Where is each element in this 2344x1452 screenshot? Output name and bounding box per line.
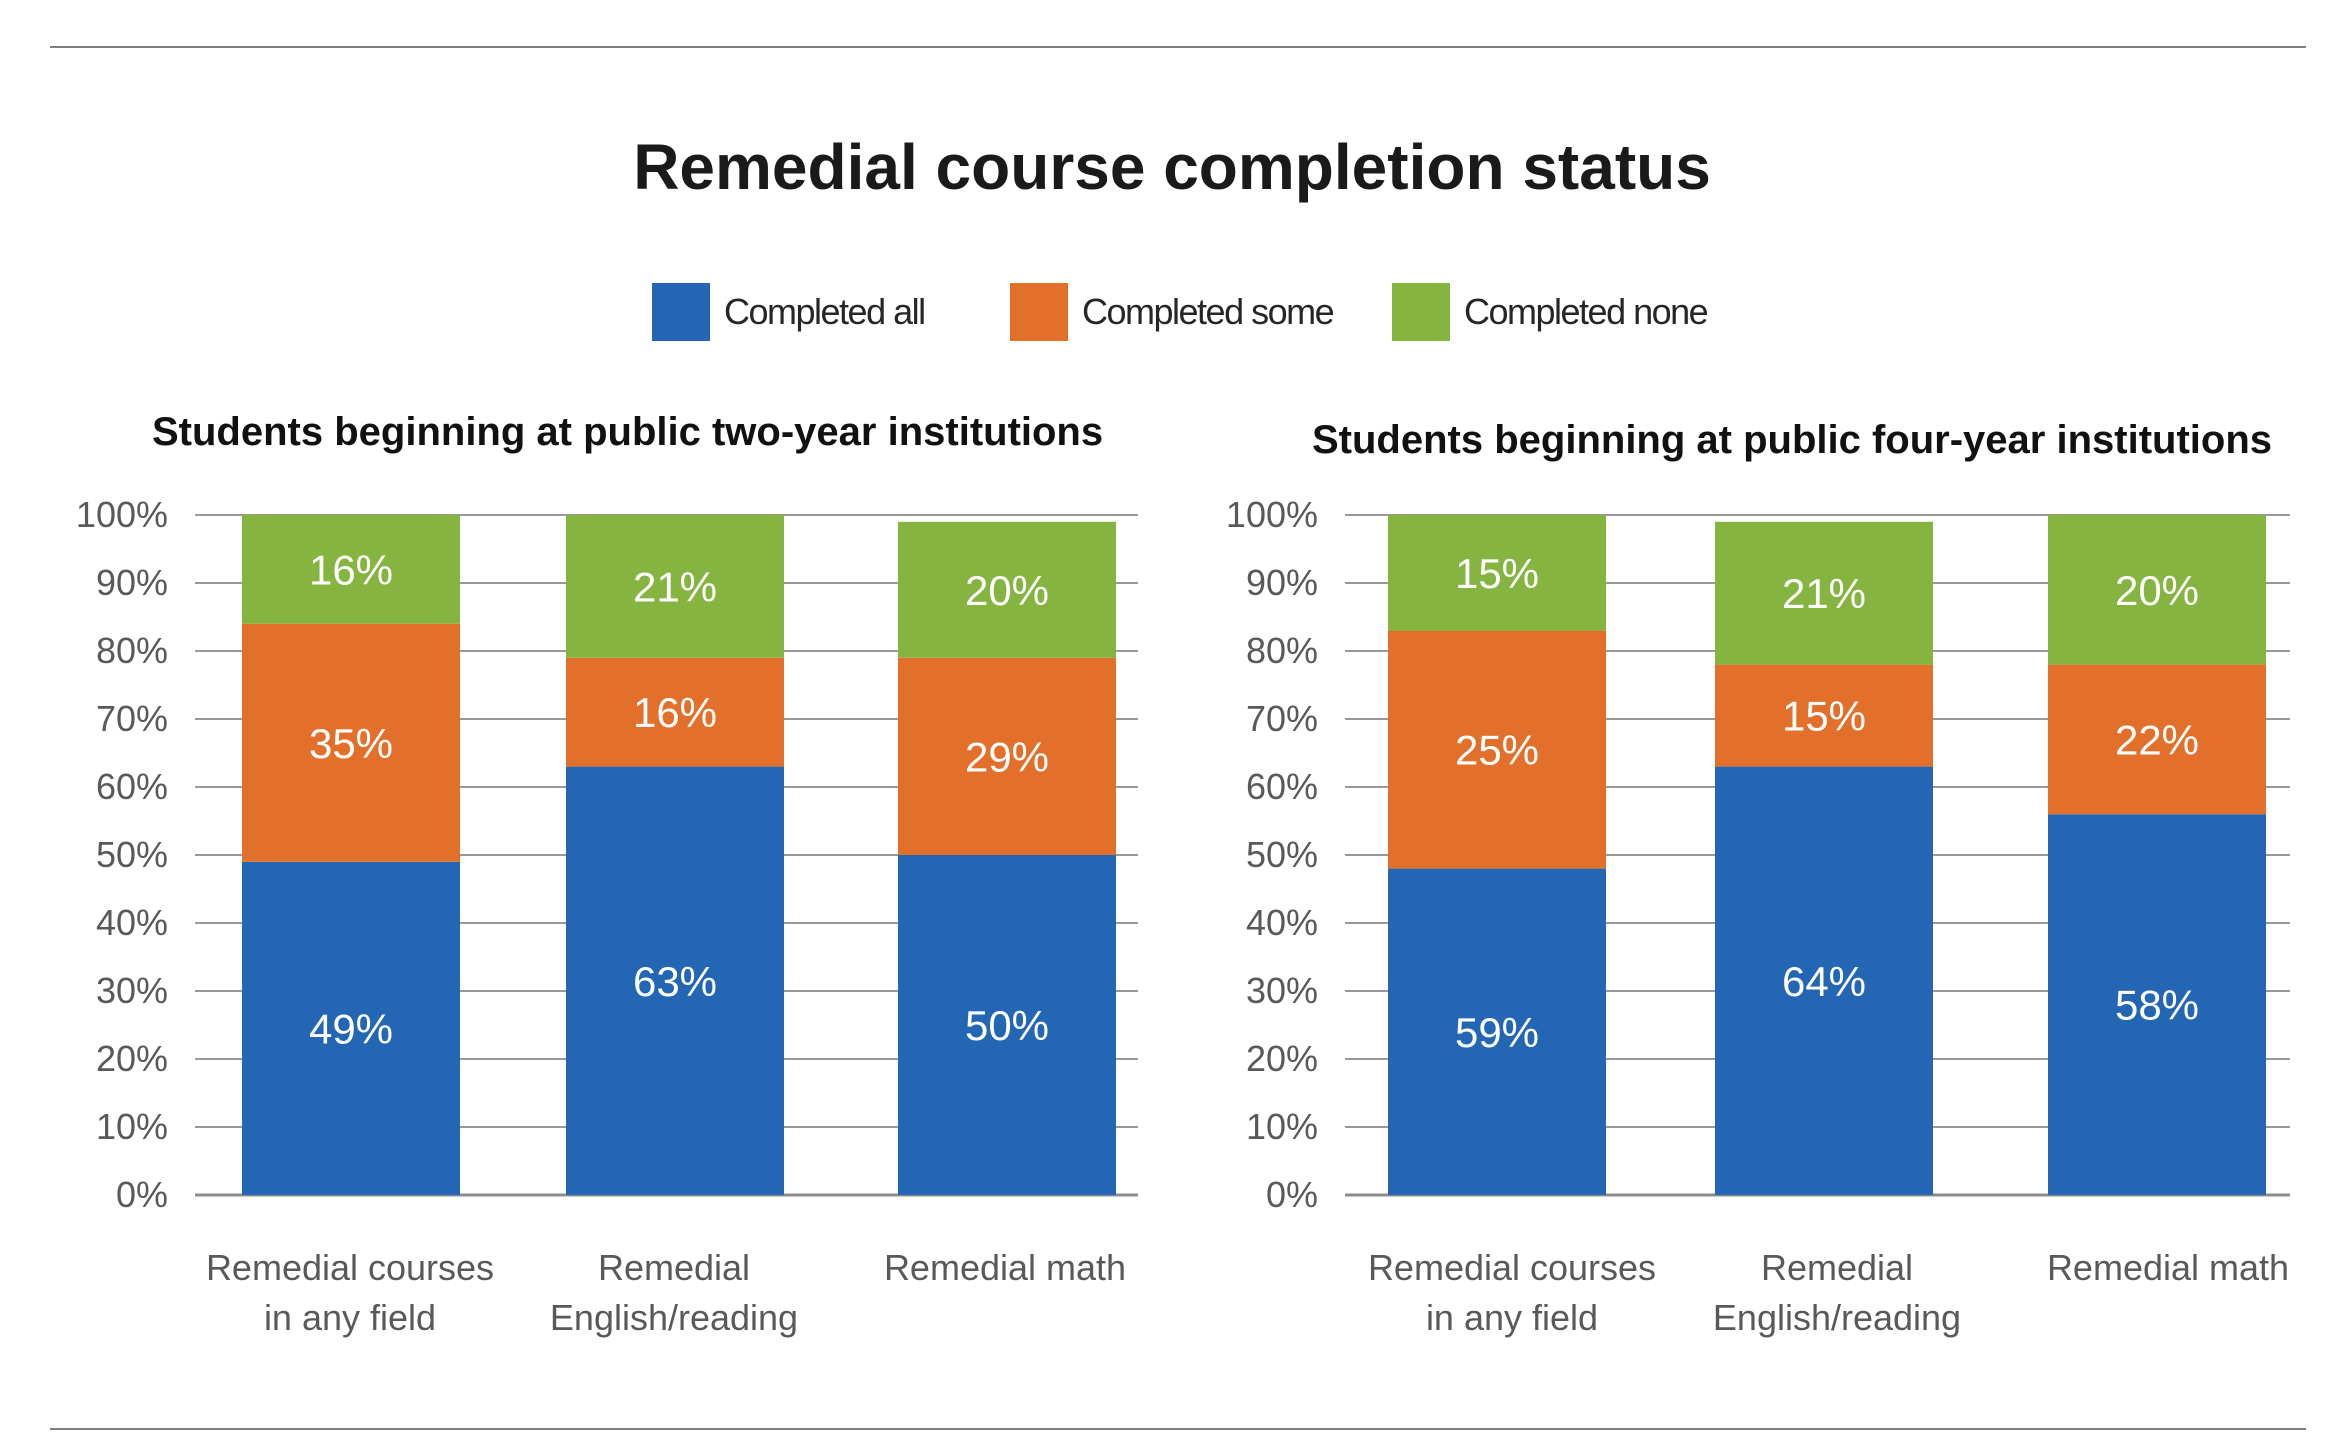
data-label: 15% xyxy=(1782,693,1866,740)
bar-segment xyxy=(1388,630,1606,869)
bar-segment xyxy=(566,515,784,658)
y-tick-label: 10% xyxy=(1246,1106,1318,1147)
y-tick-label: 0% xyxy=(116,1174,168,1215)
x-category-label: Remedial math xyxy=(884,1247,1126,1288)
data-label: 21% xyxy=(633,563,717,610)
bar-segment xyxy=(2048,814,2266,1195)
bar-segment xyxy=(242,515,460,624)
legend-label: Completed none xyxy=(1464,291,1709,332)
x-category-label: Remedial xyxy=(598,1247,750,1288)
y-tick-label: 20% xyxy=(1246,1038,1318,1079)
y-tick-label: 70% xyxy=(1246,698,1318,739)
y-tick-label: 60% xyxy=(96,766,168,807)
bar-segment xyxy=(898,855,1116,1195)
y-tick-label: 70% xyxy=(96,698,168,739)
legend-label: Completed some xyxy=(1082,291,1335,332)
x-category-label: Remedial courses xyxy=(206,1247,494,1288)
y-tick-label: 60% xyxy=(1246,766,1318,807)
y-tick-label: 0% xyxy=(1266,1174,1318,1215)
y-tick-label: 40% xyxy=(1246,902,1318,943)
y-tick-label: 10% xyxy=(96,1106,168,1147)
data-label: 21% xyxy=(1782,570,1866,617)
top-rule xyxy=(50,46,2306,48)
y-tick-label: 50% xyxy=(1246,834,1318,875)
chart-title: Remedial course completion status xyxy=(633,131,1711,203)
legend-swatch-completed-some xyxy=(1010,283,1068,341)
x-category-label: Remedial math xyxy=(2047,1247,2289,1288)
data-label: 20% xyxy=(2115,567,2199,614)
data-label: 25% xyxy=(1455,727,1539,774)
y-tick-label: 80% xyxy=(96,630,168,671)
bar-segment xyxy=(242,861,460,1195)
data-label: 16% xyxy=(633,689,717,736)
data-label: 15% xyxy=(1455,550,1539,597)
data-label: 50% xyxy=(965,1002,1049,1049)
panel-title-four-year: Students beginning at public four-year i… xyxy=(1312,418,2272,462)
bar-segment xyxy=(1715,521,1933,665)
legend-item-completed-all: Completed all xyxy=(652,280,926,344)
data-label: 58% xyxy=(2115,982,2199,1029)
y-tick-label: 20% xyxy=(96,1038,168,1079)
y-tick-label: 30% xyxy=(1246,970,1318,1011)
y-tick-label: 100% xyxy=(76,494,168,535)
data-label: 22% xyxy=(2115,716,2199,763)
x-category-label: in any field xyxy=(1426,1297,1598,1338)
bar-segment xyxy=(566,657,784,767)
y-tick-label: 40% xyxy=(96,902,168,943)
legend-item-completed-none: Completed none xyxy=(1392,280,1709,344)
legend-swatch-completed-all xyxy=(652,283,710,341)
legend-swatch-completed-none xyxy=(1392,283,1450,341)
x-category-label: Remedial courses xyxy=(1368,1247,1656,1288)
y-tick-label: 100% xyxy=(1226,494,1318,535)
data-label: 16% xyxy=(309,546,393,593)
bar-segment xyxy=(898,657,1116,855)
bar-segment xyxy=(1715,766,1933,1195)
y-tick-label: 90% xyxy=(1246,562,1318,603)
bar-segment xyxy=(1715,664,1933,767)
bar-segment xyxy=(1388,868,1606,1195)
data-label: 49% xyxy=(309,1005,393,1052)
x-category-label: English/reading xyxy=(550,1297,798,1338)
legend-item-completed-some: Completed some xyxy=(1010,280,1335,344)
x-category-label: in any field xyxy=(264,1297,436,1338)
bar-segment xyxy=(2048,515,2266,665)
legend: Completed all Completed some Completed n… xyxy=(0,280,2344,344)
y-tick-label: 90% xyxy=(96,562,168,603)
x-category-label: Remedial xyxy=(1761,1247,1913,1288)
data-label: 64% xyxy=(1782,958,1866,1005)
data-label: 29% xyxy=(965,733,1049,780)
bar-segment xyxy=(566,766,784,1195)
y-tick-label: 80% xyxy=(1246,630,1318,671)
panel-title-two-year: Students beginning at public two-year in… xyxy=(152,410,1104,454)
bar-segment xyxy=(898,521,1116,658)
y-tick-label: 30% xyxy=(96,970,168,1011)
data-label: 63% xyxy=(633,958,717,1005)
bottom-rule xyxy=(50,1428,2306,1430)
x-category-label: English/reading xyxy=(1713,1297,1961,1338)
bar-segment xyxy=(1388,515,1606,631)
data-label: 59% xyxy=(1455,1009,1539,1056)
y-tick-label: 50% xyxy=(96,834,168,875)
bar-segment xyxy=(2048,664,2266,815)
bar-segment xyxy=(242,623,460,862)
data-label: 35% xyxy=(309,720,393,767)
legend-label: Completed all xyxy=(724,291,926,332)
data-label: 20% xyxy=(965,567,1049,614)
